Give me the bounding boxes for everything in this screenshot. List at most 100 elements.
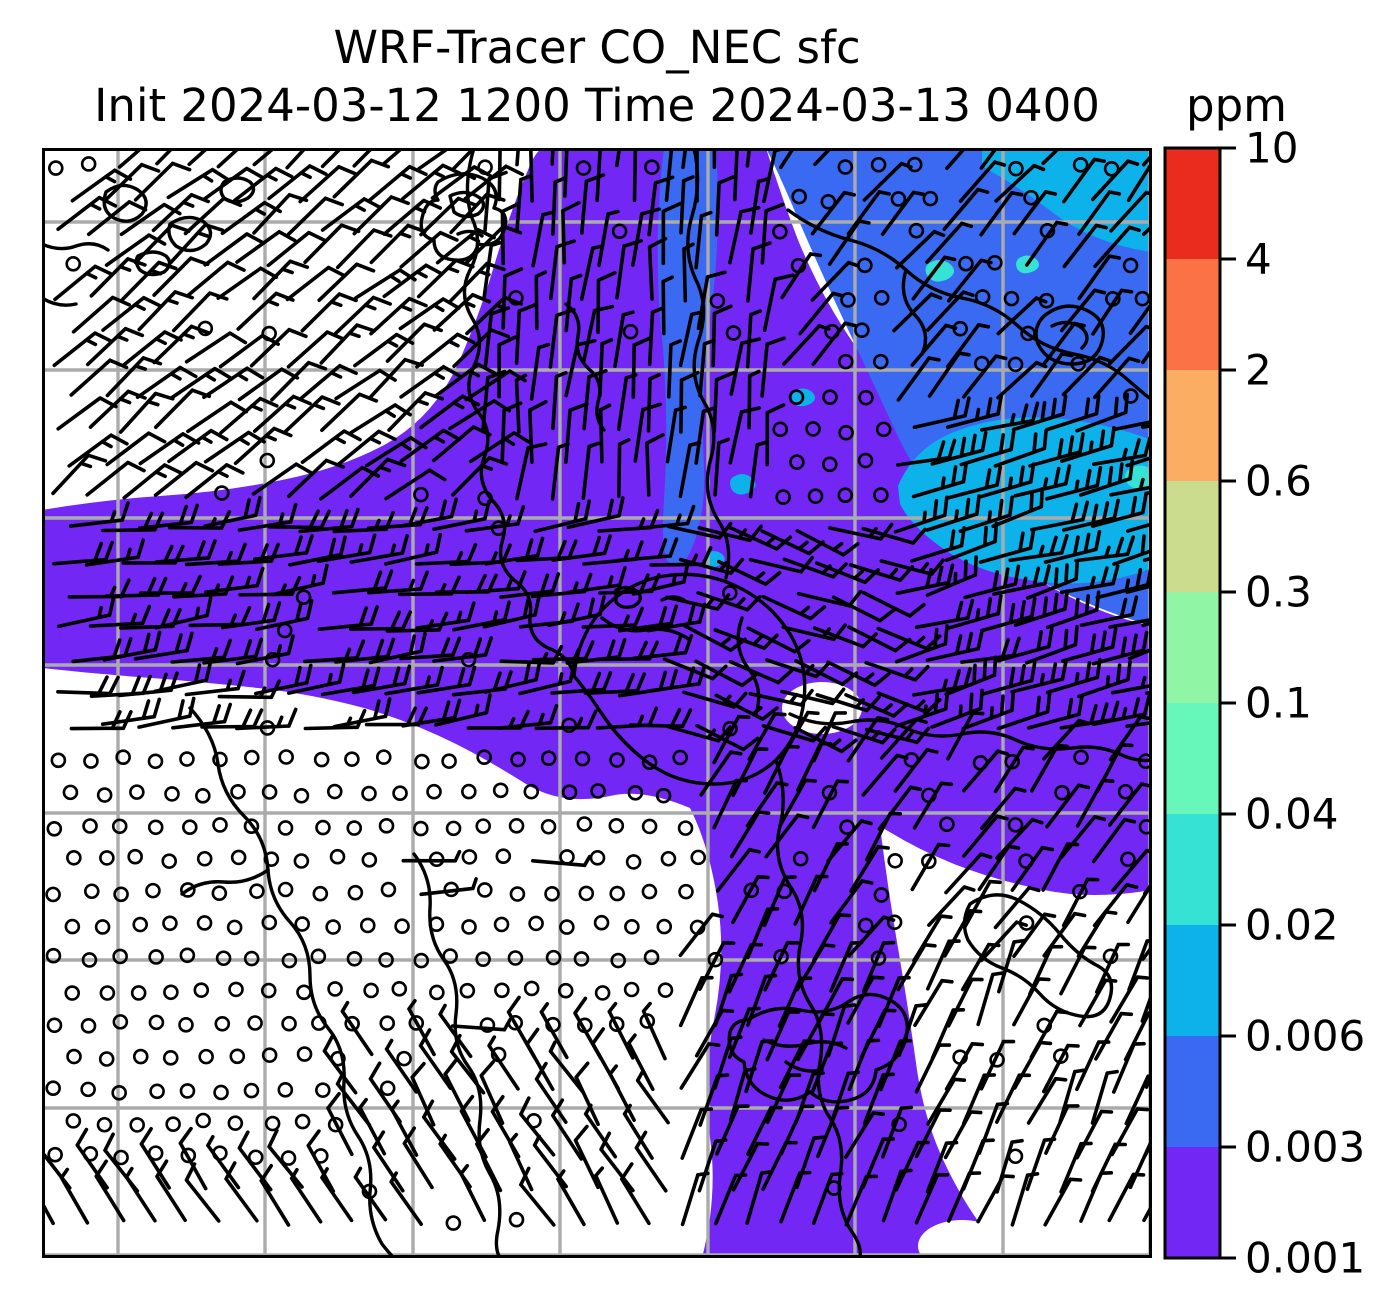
wind-barb (432, 293, 492, 332)
wind-barb (914, 1173, 950, 1225)
calm-wind-circle (837, 353, 854, 370)
wind-barb (634, 504, 696, 531)
coastline (784, 1060, 824, 1073)
wind-barb (779, 148, 796, 170)
calm-wind-circle (359, 917, 376, 934)
colorbar-segment (1165, 814, 1220, 925)
calm-wind-circle (247, 1149, 264, 1166)
wind-barb (925, 555, 978, 597)
coastline (167, 215, 213, 253)
wind-barb (561, 200, 581, 265)
wind-barb (1092, 436, 1152, 466)
calm-wind-circle (641, 818, 658, 835)
wind-barb (679, 1042, 721, 1090)
calm-wind-circle (792, 850, 809, 867)
calm-wind-circle (112, 1014, 129, 1030)
wind-barb (438, 1003, 473, 1059)
calm-wind-circle (294, 1113, 311, 1130)
wind-barb (745, 781, 789, 828)
wind-barb (946, 258, 993, 303)
wind-barb (699, 750, 743, 797)
colorbar-segment (1165, 703, 1220, 814)
wind-barb (632, 633, 694, 661)
wind-barb (944, 852, 993, 895)
calm-wind-circle (443, 881, 460, 898)
wind-barb (1024, 624, 1079, 665)
wind-barb (894, 1140, 930, 1192)
wind-barb (549, 239, 576, 301)
calm-wind-circle (461, 919, 477, 935)
colorbar-tick-label: 0.003 (1245, 1123, 1365, 1172)
wind-barb (508, 1132, 534, 1192)
calm-wind-circle (326, 783, 343, 800)
wind-barb (665, 405, 687, 464)
wind-barb (105, 356, 163, 398)
wind-barb (861, 940, 896, 993)
wind-barb (811, 1171, 844, 1226)
wind-barb (414, 543, 478, 566)
wind-barb (746, 626, 811, 654)
wind-barb (1092, 356, 1141, 400)
wind-barb (534, 1061, 568, 1124)
wind-barb (1079, 595, 1139, 628)
calm-wind-circle (380, 881, 397, 898)
calm-wind-circle (80, 1018, 97, 1034)
wind-barb (881, 1105, 914, 1159)
coastline (456, 229, 484, 238)
calm-wind-circle (129, 784, 145, 800)
wind-barb (780, 252, 823, 300)
calm-wind-circle (261, 1047, 278, 1063)
wind-barb (927, 885, 976, 927)
wind-barb (232, 166, 294, 203)
calm-wind-circle (113, 1149, 129, 1166)
wind-barb (105, 431, 167, 467)
wind-barb (958, 160, 1007, 203)
wind-barb (320, 197, 382, 232)
wind-barb (254, 663, 313, 696)
wind-barb (961, 690, 1016, 731)
wind-barb (993, 428, 1048, 468)
calm-wind-circle (64, 918, 81, 935)
wind-barb (100, 697, 162, 726)
wind-barb (515, 148, 521, 167)
wind-barb (551, 1098, 584, 1161)
wind-barb (647, 175, 675, 237)
wind-barb (1077, 190, 1122, 236)
wind-barb (1061, 877, 1100, 928)
wind-barb (119, 202, 182, 237)
wind-barb (384, 468, 447, 501)
calm-wind-circle (677, 820, 694, 836)
wind-barb (697, 1138, 728, 1193)
calm-wind-circle (243, 950, 260, 967)
calm-wind-circle (1007, 356, 1024, 373)
calm-wind-circle (247, 1015, 263, 1031)
wind-barb (925, 221, 974, 264)
wind-barb (401, 698, 462, 728)
wind-barb (573, 1124, 600, 1190)
wind-barb (135, 365, 198, 399)
wind-barb (518, 661, 576, 696)
wind-barb (534, 270, 548, 331)
wind-barb (599, 1131, 635, 1193)
wind-barb (795, 529, 860, 557)
calm-wind-circle (608, 1016, 625, 1033)
calm-wind-circle (182, 819, 198, 836)
plot-subtitle: Init 2024-03-12 1200 Time 2024-03-13 040… (94, 79, 1100, 132)
wind-barb (695, 723, 760, 752)
wind-barb (298, 507, 360, 534)
calm-wind-circle (315, 819, 331, 836)
wind-barb (479, 1060, 505, 1125)
calm-wind-circle (396, 1050, 412, 1067)
wind-barb (946, 594, 1003, 630)
wind-barb (930, 688, 984, 729)
calm-wind-circle (99, 985, 116, 1001)
calm-wind-circle (295, 589, 312, 606)
wind-barb (712, 371, 736, 434)
wind-barb (811, 321, 857, 367)
wind-barb (1074, 535, 1135, 563)
wind-barb (778, 1039, 816, 1090)
calm-wind-circle (113, 886, 129, 903)
wind-barb (714, 693, 779, 721)
calm-wind-circle (1023, 189, 1039, 206)
wind-barb (961, 354, 1008, 399)
